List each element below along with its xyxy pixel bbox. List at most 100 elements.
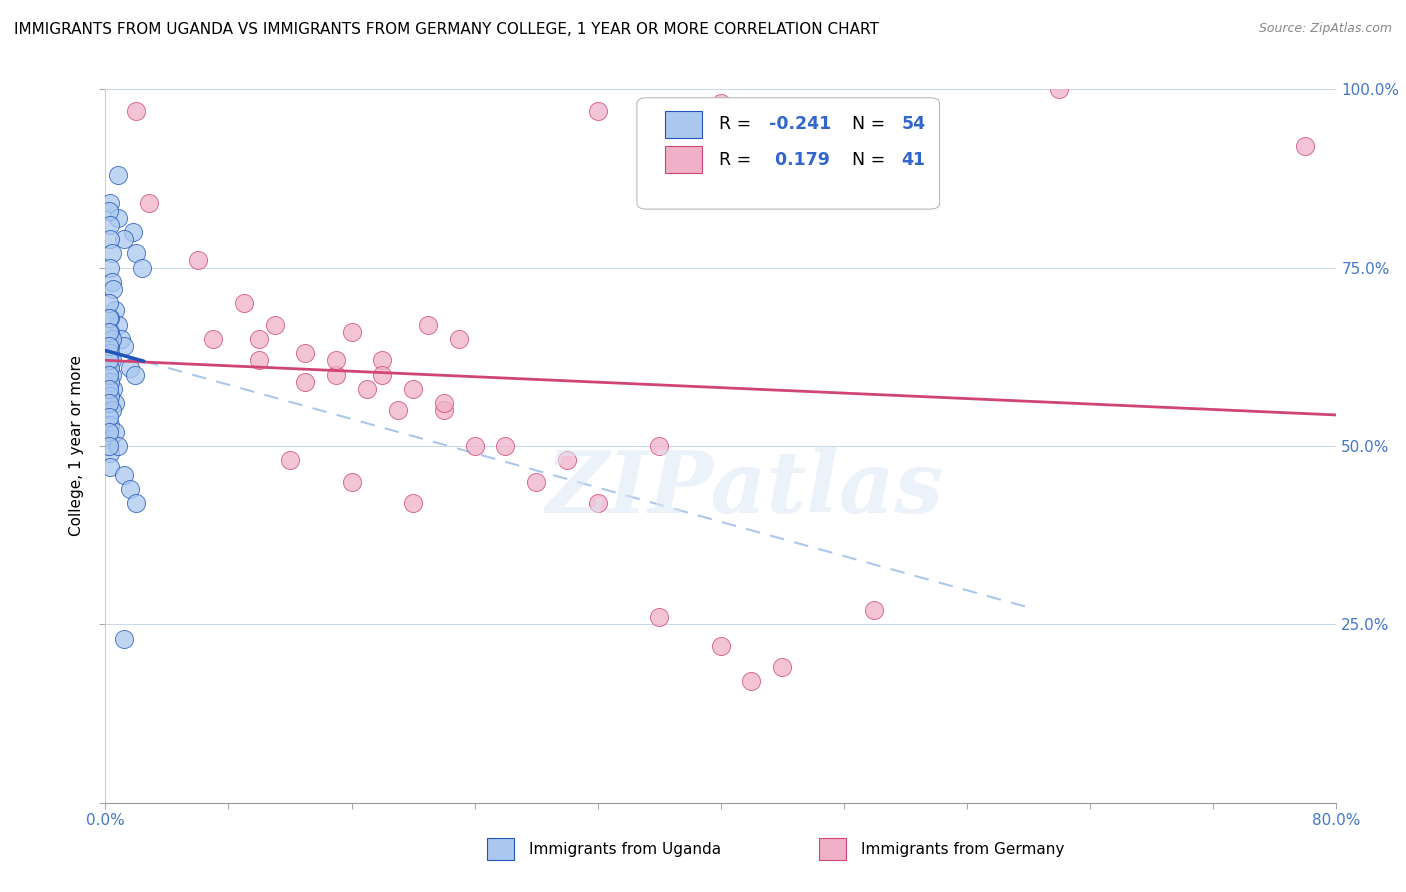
Text: ZIPatlas: ZIPatlas [546, 447, 945, 531]
Text: -0.241: -0.241 [769, 115, 831, 133]
Point [648, 610, 671, 624]
Point [107, 439, 129, 453]
Point [263, 318, 285, 332]
Point [98, 446, 121, 460]
Point [247, 332, 270, 346]
Point [371, 353, 394, 368]
Point [104, 303, 127, 318]
Point [100, 332, 122, 346]
Point [112, 467, 135, 482]
Point [97, 396, 120, 410]
Point [112, 339, 135, 353]
Point [371, 368, 394, 382]
FancyBboxPatch shape [665, 111, 702, 137]
Point [356, 382, 378, 396]
Text: N =: N = [852, 115, 891, 133]
Point [586, 103, 609, 118]
Point [648, 439, 671, 453]
Point [107, 168, 129, 182]
Text: Immigrants from Germany: Immigrants from Germany [860, 842, 1064, 856]
Point [340, 475, 363, 489]
Point [100, 368, 122, 382]
Point [98, 360, 121, 375]
Point [740, 674, 762, 689]
Point [101, 382, 124, 396]
Point [98, 260, 121, 275]
FancyBboxPatch shape [665, 146, 702, 173]
Point [112, 232, 135, 246]
Point [464, 439, 486, 453]
Text: 54: 54 [901, 115, 925, 133]
Point [101, 282, 124, 296]
Point [98, 460, 121, 475]
Point [494, 439, 516, 453]
Point [125, 246, 148, 260]
Point [433, 403, 456, 417]
FancyBboxPatch shape [486, 838, 515, 860]
Point [187, 253, 209, 268]
Point [418, 318, 440, 332]
Point [98, 325, 121, 339]
Point [97, 203, 120, 218]
Point [120, 482, 141, 496]
Point [125, 103, 148, 118]
Point [97, 382, 120, 396]
Point [97, 325, 120, 339]
Point [138, 196, 160, 211]
Point [710, 96, 733, 111]
Point [98, 310, 121, 325]
Point [1294, 139, 1316, 153]
Point [555, 453, 578, 467]
Point [100, 275, 122, 289]
Point [294, 346, 316, 360]
Text: Source: ZipAtlas.com: Source: ZipAtlas.com [1258, 22, 1392, 36]
Point [97, 339, 120, 353]
Point [449, 332, 471, 346]
Point [863, 603, 886, 617]
Point [710, 639, 733, 653]
Text: R =: R = [720, 115, 756, 133]
Point [402, 382, 425, 396]
Point [1047, 82, 1070, 96]
Point [100, 353, 122, 368]
Point [98, 196, 121, 211]
Point [97, 296, 120, 310]
Point [232, 296, 254, 310]
Text: 0.179: 0.179 [769, 151, 830, 169]
Text: R =: R = [720, 151, 756, 169]
FancyBboxPatch shape [818, 838, 846, 860]
Point [98, 389, 121, 403]
Point [110, 332, 132, 346]
Point [100, 246, 122, 260]
Point [122, 225, 145, 239]
Point [278, 453, 301, 467]
Point [98, 232, 121, 246]
Point [202, 332, 225, 346]
Point [107, 211, 129, 225]
Point [433, 396, 456, 410]
Point [131, 260, 153, 275]
Text: Immigrants from Uganda: Immigrants from Uganda [529, 842, 721, 856]
Point [402, 496, 425, 510]
Point [97, 353, 120, 368]
Point [524, 475, 547, 489]
Point [97, 410, 120, 425]
Point [586, 496, 609, 510]
Point [97, 425, 120, 439]
Point [325, 353, 347, 368]
Point [98, 346, 121, 360]
Point [770, 660, 793, 674]
Point [679, 103, 702, 118]
Text: IMMIGRANTS FROM UGANDA VS IMMIGRANTS FROM GERMANY COLLEGE, 1 YEAR OR MORE CORREL: IMMIGRANTS FROM UGANDA VS IMMIGRANTS FRO… [14, 22, 879, 37]
Text: N =: N = [852, 151, 891, 169]
Point [107, 318, 129, 332]
Point [340, 325, 363, 339]
Y-axis label: College, 1 year or more: College, 1 year or more [69, 356, 84, 536]
Point [120, 360, 141, 375]
Point [112, 632, 135, 646]
Point [247, 353, 270, 368]
Point [97, 439, 120, 453]
Point [124, 368, 146, 382]
Point [98, 339, 121, 353]
Point [125, 496, 148, 510]
